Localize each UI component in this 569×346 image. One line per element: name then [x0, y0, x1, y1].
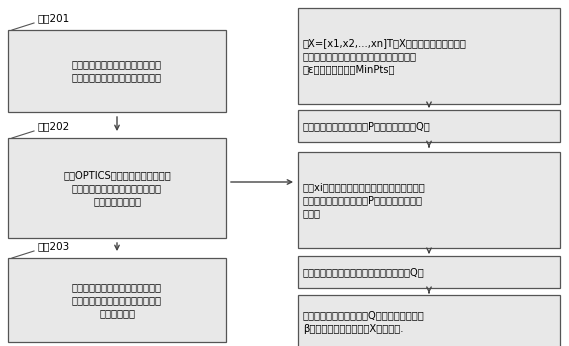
FancyBboxPatch shape — [298, 152, 560, 248]
Text: 步骤202: 步骤202 — [38, 121, 70, 131]
Text: 步骤201: 步骤201 — [38, 13, 70, 23]
Text: 以供电煤耗率最小为目标，选取各
工况下聚类簇作为机组背压异常检
测的决策样本: 以供电煤耗率最小为目标，选取各 工况下聚类簇作为机组背压异常检 测的决策样本 — [72, 282, 162, 318]
FancyBboxPatch shape — [298, 110, 560, 142]
FancyBboxPatch shape — [8, 138, 226, 238]
Text: 基于OPTICS聚类算法，对影响机组
背压的关键特征变量的历史数据进
行多指标同步聚类: 基于OPTICS聚类算法，对影响机组 背压的关键特征变量的历史数据进 行多指标同… — [63, 170, 171, 206]
Text: 创建核心对象的有序集合P和数据输出序列Q；: 创建核心对象的有序集合P和数据输出序列Q； — [303, 121, 431, 131]
Text: 设X=[x1,x2,...,xn]T，X是影响机组背压的关键
特征变量的历史运行数据向量，设置领域半
径ε和最少点数阈值MinPts；: 设X=[x1,x2,...,xn]T，X是影响机组背压的关键 特征变量的历史运行… — [303, 38, 467, 74]
FancyBboxPatch shape — [298, 256, 560, 288]
Text: 步骤203: 步骤203 — [38, 241, 70, 251]
Text: 输出带有核心距离和可达距离的数据序列Q；: 输出带有核心距离和可达距离的数据序列Q； — [303, 267, 424, 277]
FancyBboxPatch shape — [298, 8, 560, 104]
FancyBboxPatch shape — [298, 295, 560, 346]
Text: 判断xi是否核心对象，并计算其邻域点的可达
距离和核心距离，将集合P按可达距离的升序
排列；: 判断xi是否核心对象，并计算其邻域点的可达 距离和核心距离，将集合P按可达距离的… — [303, 182, 426, 218]
Text: 根据环境温度、迎面风速及机组负
荷，对历史运行数据进行工况划分: 根据环境温度、迎面风速及机组负 荷，对历史运行数据进行工况划分 — [72, 60, 162, 83]
FancyBboxPatch shape — [8, 30, 226, 112]
Text: 根据得到的数据输出序列Q，设置合适的半径
β，将历史运行数据向量X聚为三类.: 根据得到的数据输出序列Q，设置合适的半径 β，将历史运行数据向量X聚为三类. — [303, 310, 424, 334]
FancyBboxPatch shape — [8, 258, 226, 342]
